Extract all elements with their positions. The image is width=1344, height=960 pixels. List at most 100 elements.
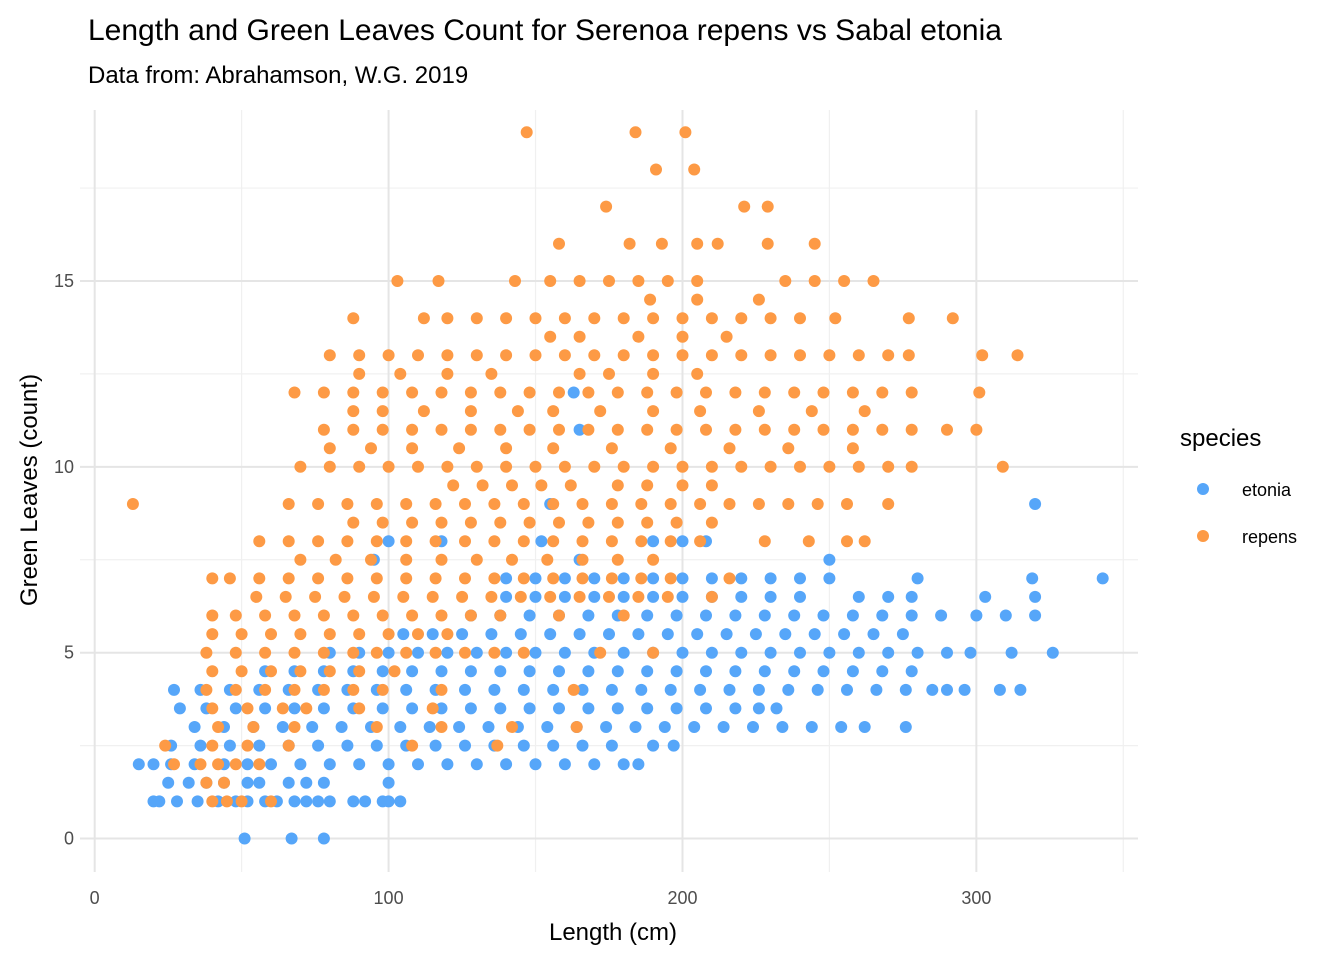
x-tick-label: 100 <box>374 888 404 908</box>
point-etonia <box>441 758 454 771</box>
point-etonia <box>852 646 865 659</box>
point-repens <box>547 498 560 510</box>
point-repens <box>761 237 774 250</box>
point-repens <box>435 683 448 696</box>
point-etonia <box>514 628 527 641</box>
point-etonia <box>523 702 536 715</box>
point-repens <box>376 386 389 399</box>
point-repens <box>529 460 542 473</box>
point-repens <box>412 460 424 473</box>
point-etonia <box>635 683 648 696</box>
point-etonia <box>541 721 554 733</box>
point-repens <box>370 646 383 659</box>
point-etonia <box>288 702 301 715</box>
point-repens <box>647 367 660 380</box>
point-etonia <box>867 628 880 641</box>
point-repens <box>882 460 895 473</box>
point-repens <box>603 590 615 603</box>
point-etonia <box>970 609 983 622</box>
point-repens <box>353 665 366 678</box>
point-etonia <box>794 572 806 585</box>
point-etonia <box>1029 590 1042 603</box>
point-repens <box>941 423 953 436</box>
point-repens <box>517 646 530 659</box>
point-repens <box>382 460 395 473</box>
point-repens <box>400 646 413 659</box>
point-etonia <box>632 758 645 771</box>
point-repens <box>829 312 842 325</box>
point-etonia <box>641 609 654 622</box>
point-etonia <box>576 739 589 752</box>
point-etonia <box>1096 572 1109 585</box>
point-repens <box>288 609 301 622</box>
point-repens <box>676 479 689 492</box>
point-repens <box>212 721 225 733</box>
point-repens <box>338 590 351 603</box>
point-etonia <box>194 739 207 752</box>
point-repens <box>317 683 330 696</box>
point-repens <box>544 330 557 343</box>
point-repens <box>794 460 806 473</box>
point-etonia <box>162 776 175 789</box>
point-repens <box>576 553 589 566</box>
point-repens <box>876 386 889 399</box>
point-repens <box>603 275 615 287</box>
point-repens <box>902 312 915 325</box>
point-etonia <box>529 572 542 585</box>
point-etonia <box>347 795 360 808</box>
point-repens <box>365 553 377 566</box>
point-etonia <box>359 795 372 808</box>
point-repens <box>576 498 589 510</box>
point-etonia <box>876 665 889 678</box>
point-repens <box>464 516 477 529</box>
point-repens <box>688 163 701 176</box>
point-etonia <box>835 721 848 733</box>
point-repens <box>573 330 586 343</box>
point-repens <box>412 628 424 641</box>
point-etonia <box>382 776 395 789</box>
point-repens <box>259 683 272 696</box>
point-repens <box>867 275 880 287</box>
point-repens <box>323 442 336 455</box>
point-repens <box>317 609 330 622</box>
point-etonia <box>253 776 266 789</box>
point-repens <box>788 423 801 436</box>
point-etonia <box>776 721 789 733</box>
point-etonia <box>523 665 536 678</box>
point-etonia <box>1005 646 1018 659</box>
point-repens <box>282 535 295 548</box>
point-repens <box>517 535 530 548</box>
point-etonia <box>423 721 436 733</box>
point-repens <box>691 293 704 306</box>
point-repens <box>576 535 589 548</box>
point-repens <box>670 516 683 529</box>
point-etonia <box>858 721 871 733</box>
point-repens <box>758 423 771 436</box>
point-repens <box>282 739 295 752</box>
point-repens <box>400 553 413 566</box>
point-repens <box>611 553 624 566</box>
point-etonia <box>1014 683 1027 696</box>
point-repens <box>382 628 395 641</box>
point-repens <box>509 275 521 287</box>
point-etonia <box>670 702 683 715</box>
point-repens <box>347 516 360 529</box>
point-repens <box>650 163 662 176</box>
point-etonia <box>882 590 895 603</box>
point-repens <box>705 590 718 603</box>
point-repens <box>623 237 636 250</box>
point-etonia <box>700 702 712 715</box>
point-repens <box>397 590 410 603</box>
point-etonia <box>582 665 595 678</box>
point-repens <box>705 460 718 473</box>
point-etonia <box>441 646 454 659</box>
point-etonia <box>852 590 865 603</box>
point-repens <box>353 628 366 641</box>
point-repens <box>347 683 360 696</box>
point-repens <box>406 423 419 436</box>
point-etonia <box>567 386 580 399</box>
point-etonia <box>382 646 395 659</box>
point-repens <box>229 646 242 659</box>
point-etonia <box>294 758 307 771</box>
point-repens <box>641 386 654 399</box>
